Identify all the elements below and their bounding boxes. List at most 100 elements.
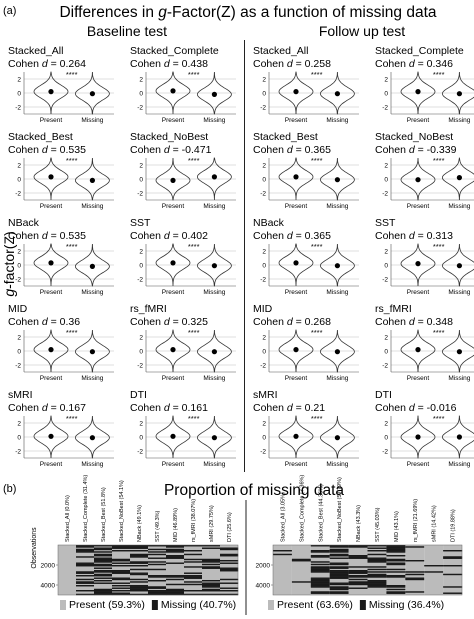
x-tick-label: Missing xyxy=(448,203,470,210)
missing-cell xyxy=(112,559,130,560)
missing-cell xyxy=(311,591,330,592)
cohen-d-label: Cohen d = 0.346 xyxy=(375,58,453,70)
missing-cell xyxy=(349,555,368,556)
y-tick-label: 0 xyxy=(262,262,266,269)
column-label: DTI (25.6%) xyxy=(227,512,233,542)
missing-cell xyxy=(94,555,112,556)
missing-cell xyxy=(202,583,220,584)
missing-cell xyxy=(311,566,330,567)
missing-cell xyxy=(386,559,405,560)
missing-cell xyxy=(202,548,220,549)
missing-cell xyxy=(386,546,405,547)
missing-cell xyxy=(166,589,184,590)
plot-title: Stacked_All xyxy=(253,45,308,57)
missing-cell xyxy=(148,564,166,565)
missing-cell xyxy=(311,555,330,556)
cohen-d-label: Cohen d = 0.313 xyxy=(375,230,453,242)
median-point xyxy=(293,434,298,439)
y-tick-label: -2 xyxy=(382,448,388,455)
heatmap-y-label: Observations xyxy=(31,527,38,569)
significance-stars: **** xyxy=(188,328,200,337)
missing-cell xyxy=(166,550,184,551)
legend-label: Missing (40.7%) xyxy=(161,599,236,611)
missing-cell xyxy=(184,550,202,551)
missing-cell xyxy=(311,578,330,579)
y-tick-label: -2 xyxy=(382,190,388,197)
x-tick-label: Missing xyxy=(203,117,225,124)
median-point xyxy=(457,434,462,439)
x-tick-label: Missing xyxy=(326,203,348,210)
missing-cell xyxy=(368,550,387,551)
missing-cell xyxy=(349,546,368,547)
missing-cell xyxy=(330,589,349,590)
median-point xyxy=(457,175,462,180)
y-tick-label: -2 xyxy=(382,362,388,369)
plot-title: MID xyxy=(253,303,273,315)
missing-cell xyxy=(443,558,462,559)
missing-cell xyxy=(148,554,166,555)
panel-a-title: Differences in g-Factor(Z) as a function… xyxy=(59,4,436,21)
missing-cell xyxy=(112,560,130,561)
missing-cell xyxy=(112,579,130,580)
cohen-d-label: Cohen d = 0.264 xyxy=(8,58,86,70)
missing-cell xyxy=(148,580,166,581)
missing-cell xyxy=(166,591,184,592)
missing-cell xyxy=(273,554,292,555)
violin-plot-smri: sMRICohen d = 0.2120-2Present Missing**** xyxy=(253,389,359,468)
median-point xyxy=(90,264,95,269)
missing-cell xyxy=(330,586,349,587)
missing-cell xyxy=(94,591,112,592)
plot-title: SST xyxy=(375,217,396,229)
plot-title: Stacked_NoBest xyxy=(130,131,208,143)
missing-cell xyxy=(184,559,202,560)
violin-plot-stacked-complete: Stacked_CompleteCohen d = 0.34620-2Prese… xyxy=(375,45,474,124)
missing-cell xyxy=(386,555,405,556)
missing-cell xyxy=(112,546,130,547)
missing-cell xyxy=(112,570,130,571)
x-tick-label: Present xyxy=(162,203,185,210)
missing-cell xyxy=(368,569,387,570)
plot-title: sMRI xyxy=(253,389,278,401)
missing-cell xyxy=(166,576,184,577)
column-label: Stacked_Complete (7.36%) xyxy=(299,475,305,542)
missing-cell xyxy=(130,554,148,555)
heatmap-column xyxy=(311,545,330,595)
missing-cell xyxy=(349,588,368,589)
missing-cell xyxy=(386,575,405,576)
missing-cell xyxy=(443,556,462,557)
missing-cell xyxy=(184,578,202,579)
missing-cell xyxy=(184,581,202,582)
missing-cell xyxy=(330,551,349,552)
plot-title: NBack xyxy=(253,217,285,229)
heatmap-column xyxy=(94,545,112,595)
missing-cell xyxy=(349,583,368,584)
y-tick-label: 0 xyxy=(262,90,266,97)
missing-cell xyxy=(184,575,202,576)
missing-cell xyxy=(311,550,330,551)
missing-cell xyxy=(386,585,405,586)
violin-plot-stacked-complete: Stacked_CompleteCohen d = 0.43820-2Prese… xyxy=(130,45,236,124)
median-point xyxy=(48,434,53,439)
missing-cell xyxy=(130,586,148,587)
missing-cell xyxy=(112,571,130,572)
heatmap-column xyxy=(130,545,148,595)
missing-cell xyxy=(330,575,349,576)
median-point xyxy=(170,88,175,93)
x-tick-label: Missing xyxy=(326,117,348,124)
median-point xyxy=(335,435,340,440)
y-tick-label: 0 xyxy=(262,434,266,441)
missing-cell xyxy=(148,569,166,570)
y-tick-label: 2 xyxy=(384,162,388,169)
violin-plot-stacked-nobest: Stacked_NoBestCohen d = -0.47120-2Presen… xyxy=(130,131,236,210)
significance-stars: **** xyxy=(66,156,78,165)
missing-cell xyxy=(130,569,148,570)
missing-cell xyxy=(148,591,166,592)
cohen-d-label: Cohen d = 0.325 xyxy=(130,316,208,328)
missing-cell xyxy=(112,593,130,594)
missing-cell xyxy=(349,581,368,582)
missing-cell xyxy=(130,581,148,582)
missing-cell xyxy=(311,581,330,582)
median-point xyxy=(170,347,175,352)
violin-plot-stacked-best: Stacked_BestCohen d = 0.36520-2Present Mi… xyxy=(253,131,359,210)
missing-cell xyxy=(94,583,112,584)
